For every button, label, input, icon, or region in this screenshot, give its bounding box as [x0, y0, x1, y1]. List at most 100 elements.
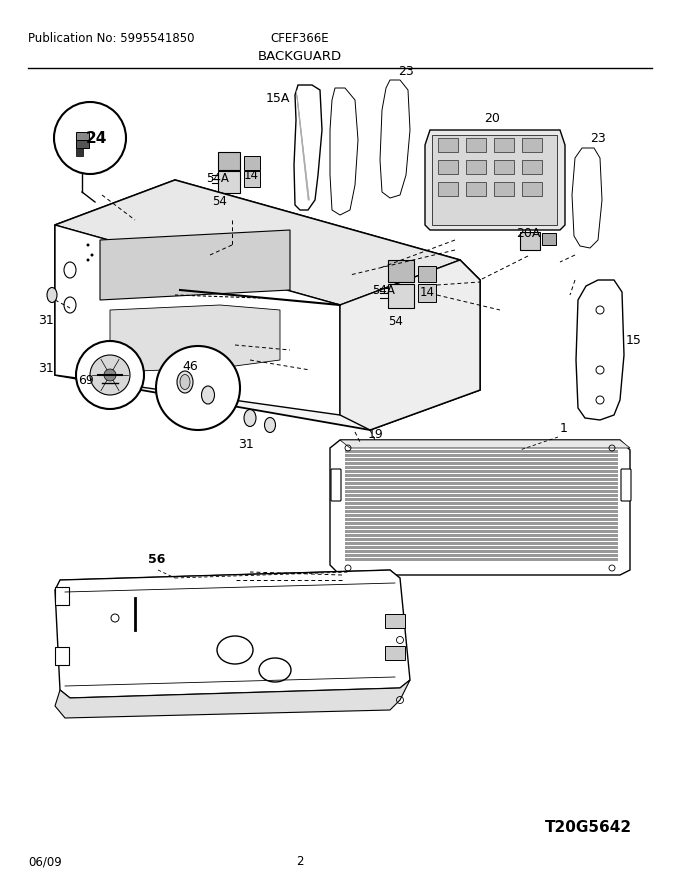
Polygon shape — [345, 506, 618, 509]
Ellipse shape — [47, 288, 57, 303]
Polygon shape — [340, 260, 480, 430]
Polygon shape — [100, 230, 290, 300]
FancyBboxPatch shape — [494, 182, 514, 196]
Text: 20: 20 — [484, 112, 500, 125]
FancyBboxPatch shape — [466, 160, 486, 174]
Polygon shape — [345, 498, 618, 501]
FancyBboxPatch shape — [432, 135, 557, 225]
Text: 54A: 54A — [372, 283, 395, 297]
Text: 14: 14 — [420, 285, 435, 298]
Text: 19: 19 — [368, 428, 384, 441]
Polygon shape — [345, 558, 618, 561]
Text: 46: 46 — [182, 360, 198, 373]
Text: 1: 1 — [560, 422, 568, 435]
FancyBboxPatch shape — [244, 156, 260, 170]
FancyBboxPatch shape — [385, 646, 405, 660]
Polygon shape — [345, 482, 618, 485]
Text: 56: 56 — [148, 553, 165, 566]
Circle shape — [90, 355, 130, 395]
Text: 06/09: 06/09 — [28, 855, 62, 868]
Polygon shape — [60, 570, 400, 588]
Text: 2: 2 — [296, 855, 304, 868]
FancyBboxPatch shape — [55, 647, 69, 665]
FancyBboxPatch shape — [466, 138, 486, 152]
Polygon shape — [55, 570, 410, 698]
Text: 54A: 54A — [206, 172, 229, 185]
Polygon shape — [345, 554, 618, 556]
Text: 31: 31 — [238, 438, 254, 451]
Polygon shape — [345, 502, 618, 504]
Polygon shape — [425, 130, 565, 230]
Text: 15A: 15A — [266, 92, 290, 105]
Ellipse shape — [244, 409, 256, 427]
Polygon shape — [340, 440, 630, 448]
Ellipse shape — [201, 386, 214, 404]
FancyBboxPatch shape — [466, 182, 486, 196]
Polygon shape — [572, 148, 602, 248]
Polygon shape — [345, 526, 618, 529]
Circle shape — [86, 244, 90, 246]
Polygon shape — [345, 522, 618, 524]
Circle shape — [104, 369, 116, 381]
FancyBboxPatch shape — [522, 138, 542, 152]
Polygon shape — [55, 680, 410, 718]
Polygon shape — [345, 486, 618, 488]
Text: 31: 31 — [38, 313, 54, 326]
Circle shape — [76, 341, 144, 409]
Text: 14: 14 — [244, 168, 259, 181]
Text: 31: 31 — [38, 362, 54, 375]
FancyBboxPatch shape — [522, 160, 542, 174]
Ellipse shape — [180, 375, 190, 390]
Polygon shape — [345, 514, 618, 517]
Polygon shape — [345, 474, 618, 476]
Ellipse shape — [265, 417, 275, 432]
FancyBboxPatch shape — [494, 138, 514, 152]
Polygon shape — [345, 450, 618, 452]
Polygon shape — [345, 534, 618, 537]
Polygon shape — [345, 518, 618, 520]
Text: CFEF366E: CFEF366E — [271, 32, 329, 45]
Circle shape — [156, 346, 240, 430]
Text: Publication No: 5995541850: Publication No: 5995541850 — [28, 32, 194, 45]
Text: 24: 24 — [85, 130, 107, 145]
Polygon shape — [55, 180, 480, 430]
Text: 54: 54 — [388, 315, 403, 328]
FancyBboxPatch shape — [542, 233, 556, 245]
Polygon shape — [345, 466, 618, 468]
FancyBboxPatch shape — [385, 614, 405, 628]
FancyBboxPatch shape — [388, 260, 414, 282]
Circle shape — [86, 259, 90, 261]
FancyBboxPatch shape — [55, 587, 69, 605]
FancyBboxPatch shape — [418, 266, 436, 282]
Polygon shape — [330, 440, 630, 575]
Polygon shape — [345, 542, 618, 545]
Polygon shape — [345, 478, 618, 480]
FancyBboxPatch shape — [388, 284, 414, 308]
FancyBboxPatch shape — [494, 160, 514, 174]
FancyBboxPatch shape — [621, 469, 631, 501]
Polygon shape — [345, 538, 618, 540]
Circle shape — [90, 253, 94, 256]
FancyBboxPatch shape — [218, 152, 240, 170]
FancyBboxPatch shape — [418, 284, 436, 302]
FancyBboxPatch shape — [438, 138, 458, 152]
FancyBboxPatch shape — [520, 232, 540, 250]
Polygon shape — [345, 550, 618, 553]
Polygon shape — [345, 490, 618, 493]
Polygon shape — [345, 510, 618, 512]
Polygon shape — [380, 80, 410, 198]
FancyBboxPatch shape — [438, 160, 458, 174]
Polygon shape — [110, 305, 280, 372]
Polygon shape — [345, 458, 618, 460]
FancyBboxPatch shape — [218, 171, 240, 193]
Text: T20G5642: T20G5642 — [545, 820, 632, 835]
Text: BACKGUARD: BACKGUARD — [258, 50, 342, 63]
FancyBboxPatch shape — [76, 148, 83, 156]
Text: 69: 69 — [78, 373, 94, 386]
Text: 20A: 20A — [516, 227, 541, 240]
FancyBboxPatch shape — [331, 469, 341, 501]
Polygon shape — [345, 462, 618, 465]
FancyBboxPatch shape — [76, 138, 89, 148]
Polygon shape — [345, 530, 618, 532]
FancyBboxPatch shape — [244, 171, 260, 187]
